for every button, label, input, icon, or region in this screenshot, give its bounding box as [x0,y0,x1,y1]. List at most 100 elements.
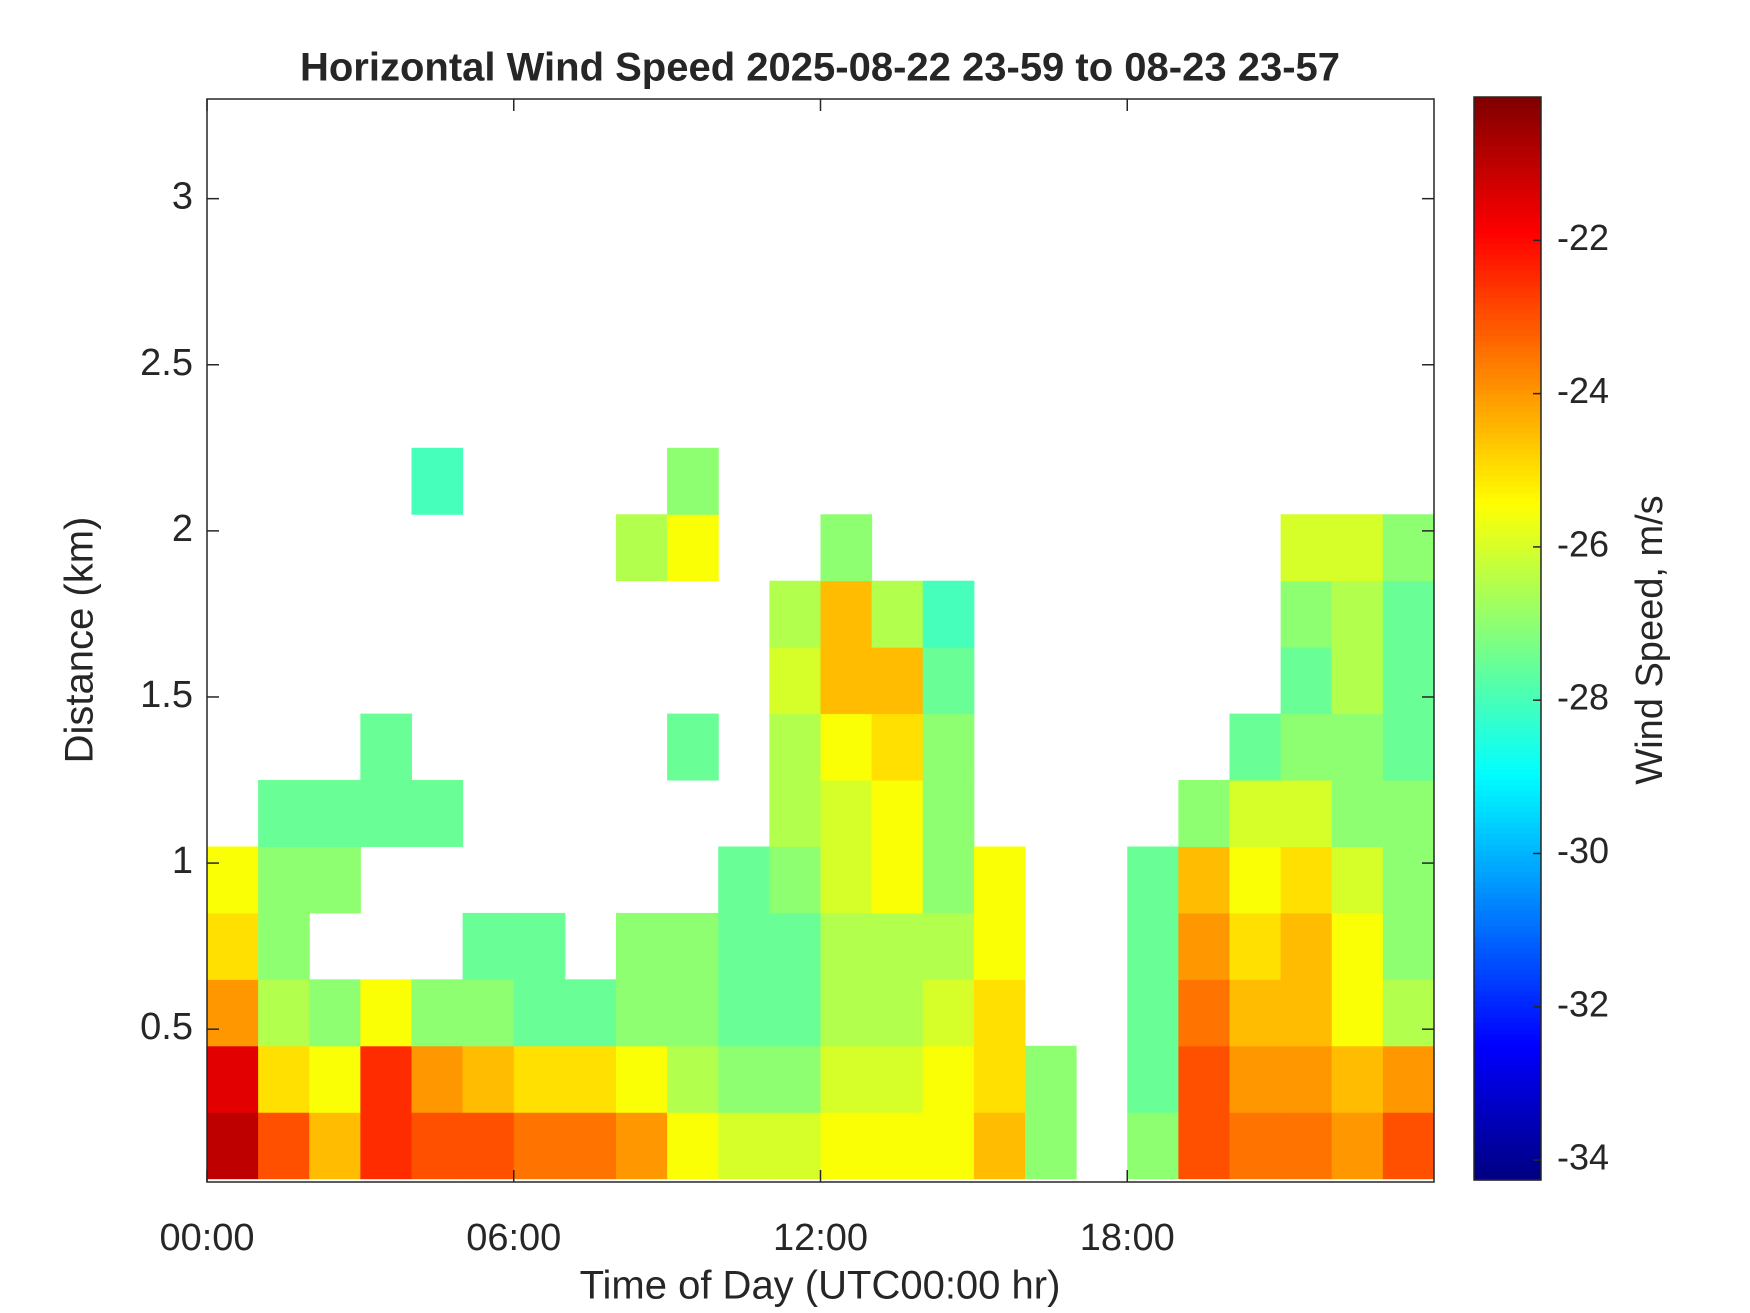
heat-cell [258,1112,310,1180]
heat-cell [769,1045,821,1113]
colorbar-step [1474,427,1541,434]
heat-cell [1331,1045,1384,1113]
colorbar-step [1474,817,1541,824]
colorbar-step [1474,405,1541,412]
colorbar-step [1474,259,1541,266]
colorbar-step [1474,367,1541,374]
colorbar-step [1474,454,1541,461]
colorbar-step [1474,351,1541,358]
colorbar-step [1474,161,1541,168]
colorbar-step [1474,329,1541,336]
colorbar-step [1474,124,1541,131]
y-tick-label: 2.5 [140,342,193,384]
colorbar-step [1474,730,1541,737]
x-axis-label: Time of Day (UTC00:00 hr) [580,1264,1061,1308]
heat-cell [820,912,873,980]
colorbar-step [1474,568,1541,575]
x-tick-label: 12:00 [773,1217,868,1259]
heat-cell [462,1112,515,1180]
colorbar-step [1474,790,1541,797]
heat-cell [616,1045,668,1113]
colorbar-step [1474,811,1541,818]
heat-cell [1382,514,1435,582]
colorbar-step [1474,947,1541,954]
colorbar-step [1474,882,1541,889]
heat-cell [820,514,873,582]
colorbar-step [1474,985,1541,992]
heat-cell [513,979,566,1047]
colorbar-step [1474,373,1541,380]
heat-cell [718,1045,770,1113]
colorbar-step [1474,194,1541,201]
colorbar-step [1474,795,1541,802]
heat-cell [820,1045,873,1113]
y-axis-label: Distance (km) [58,517,102,764]
colorbar-step [1474,952,1541,959]
heat-cell [871,1045,924,1113]
colorbar-step [1474,270,1541,277]
heat-cell [820,846,873,914]
colorbar-step [1474,968,1541,975]
heat-cell [207,1112,259,1180]
heat-cell [769,580,821,648]
colorbar-step [1474,97,1541,104]
heat-cell [922,580,975,648]
colorbar-step [1474,1087,1541,1094]
heat-cell [922,912,975,980]
colorbar-step [1474,416,1541,423]
colorbar-step [1474,893,1541,900]
colorbar-step [1474,324,1541,331]
heat-cell [820,1112,873,1180]
colorbar-step [1474,876,1541,883]
heat-cell [258,912,310,980]
heat-cell [1280,1112,1333,1180]
heat-cell [360,713,412,781]
colorbar-step [1474,1120,1541,1127]
heat-cell [411,780,464,847]
colorbar-step [1474,1131,1541,1138]
heat-cell [973,1112,1026,1180]
heat-cell [1280,1045,1333,1113]
colorbar-step [1474,1039,1541,1046]
colorbar-step [1474,974,1541,981]
colorbar-step [1474,1022,1541,1029]
colorbar-step [1474,481,1541,488]
heat-cell [922,647,975,715]
heat-cell [1382,846,1435,914]
colorbar-step [1474,833,1541,840]
colorbar-step [1474,741,1541,748]
heat-cell [1178,1045,1230,1113]
colorbar-step [1474,692,1541,699]
colorbar-step [1474,438,1541,445]
colorbar-step [1474,903,1541,910]
heat-cell [564,1045,617,1113]
colorbar-step [1474,589,1541,596]
heat-cell [1382,979,1435,1047]
colorbar-step [1474,178,1541,185]
heat-cell [871,647,924,715]
heat-cell [922,846,975,914]
colorbar-step [1474,113,1541,120]
heat-cell [462,912,515,980]
heat-cell [1331,647,1384,715]
heat-cell [207,979,259,1047]
colorbar-step [1474,703,1541,710]
colorbar-step [1474,497,1541,504]
heat-cell [1178,912,1230,980]
heat-cell [667,1045,719,1113]
colorbar-step [1474,995,1541,1002]
heat-cell [207,846,259,914]
colorbar-step [1474,914,1541,921]
colorbar-step [1474,1050,1541,1057]
colorbar-step [1474,578,1541,585]
heat-cell [973,1045,1026,1113]
colorbar-step [1474,1001,1541,1008]
colorbar-step [1474,313,1541,320]
colorbar-step [1474,1012,1541,1019]
colorbar-step [1474,649,1541,656]
colorbar-step [1474,210,1541,217]
colorbar-step [1474,963,1541,970]
colorbar-step [1474,264,1541,271]
colorbar-step [1474,432,1541,439]
heat-cell [1331,1112,1384,1180]
